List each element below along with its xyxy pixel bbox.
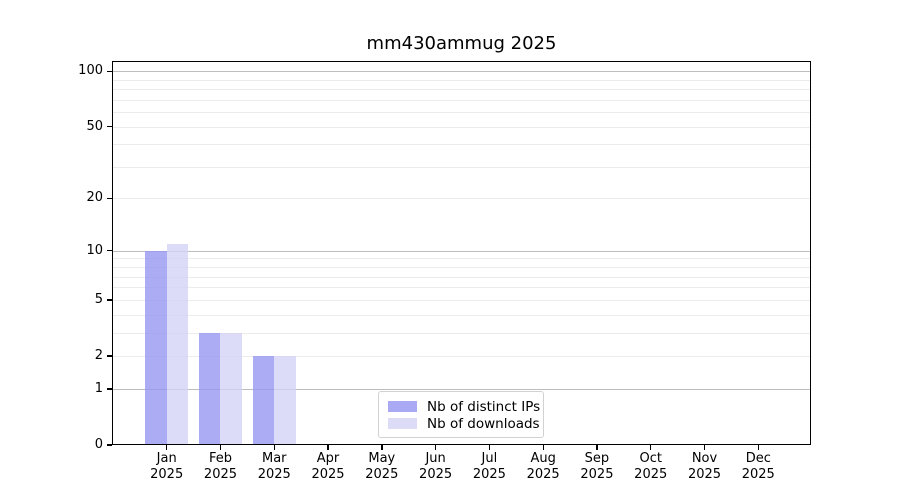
y-tick-mark <box>106 355 112 357</box>
x-tick-mark <box>166 445 168 450</box>
x-tick-mark <box>650 445 652 450</box>
y-tick-mark <box>106 388 112 390</box>
x-tick-mark <box>542 445 544 450</box>
bar-distinct-ips-Jan <box>145 250 167 445</box>
y-tick-label: 20 <box>86 190 103 206</box>
gridline-minor <box>112 258 811 260</box>
y-tick-mark <box>106 70 112 72</box>
gridline-minor <box>112 356 811 357</box>
gridline-minor <box>112 314 811 316</box>
y-tick-label: 0 <box>94 437 103 452</box>
bar-downloads-Feb <box>220 332 242 445</box>
legend-entry-downloads: Nb of downloads <box>388 415 543 432</box>
x-tick-label-jun: Jun 2025 <box>419 451 453 482</box>
bar-downloads-Mar <box>274 356 296 445</box>
gridline-major <box>112 250 811 252</box>
x-tick-mark <box>488 445 491 450</box>
gridline-minor <box>112 287 811 289</box>
x-tick-mark <box>327 445 329 450</box>
gridline-major <box>112 388 811 390</box>
bar-distinct-ips-Mar <box>252 356 275 445</box>
gridline-minor <box>112 267 811 269</box>
gridline-major <box>112 71 811 73</box>
x-tick-label-feb: Feb 2025 <box>203 451 238 482</box>
gridline-minor <box>112 112 811 114</box>
x-tick-label-sep: Sep 2025 <box>580 451 614 482</box>
x-tick-mark <box>757 445 759 450</box>
x-tick-mark <box>273 445 275 450</box>
y-tick-label: 2 <box>94 348 103 363</box>
x-tick-label-nov: Nov 2025 <box>687 451 722 482</box>
gridline-minor <box>112 89 811 91</box>
x-tick-label-dec: Dec 2025 <box>741 451 775 482</box>
gridline-minor <box>112 126 811 128</box>
x-tick-label-may: May 2025 <box>365 451 399 482</box>
gridline-minor <box>112 299 811 301</box>
x-tick-label-mar: Mar 2025 <box>257 451 291 482</box>
x-tick-mark <box>219 445 222 450</box>
plot-area <box>112 61 811 445</box>
y-tick-mark <box>106 250 112 252</box>
legend-entry-distinct-ips: Nb of distinct IPs <box>388 398 543 415</box>
y-tick-mark <box>106 299 112 301</box>
y-tick-label: 100 <box>78 63 103 79</box>
y-tick-label: 50 <box>86 118 103 134</box>
x-tick-mark <box>703 445 706 450</box>
x-tick-mark <box>435 445 437 450</box>
gridline-minor <box>112 144 811 146</box>
y-tick-label: 10 <box>86 242 103 258</box>
legend-swatch-downloads-icon <box>388 418 417 429</box>
y-tick-label: 1 <box>94 380 103 396</box>
gridline-minor <box>112 332 811 334</box>
gridline-minor <box>112 198 811 200</box>
gridline-minor <box>112 276 811 278</box>
legend-label-distinct-ips: Nb of distinct IPs <box>427 398 541 415</box>
y-tick-mark <box>106 125 112 128</box>
x-tick-label-jan: Jan 2025 <box>150 451 184 482</box>
x-tick-label-aug: Aug 2025 <box>526 451 560 482</box>
gridline-minor <box>112 166 811 168</box>
bar-downloads-Jan <box>166 243 189 445</box>
x-tick-label-oct: Oct 2025 <box>634 451 668 482</box>
y-tick-mark <box>106 444 112 446</box>
legend: Nb of distinct IPs Nb of downloads <box>378 391 544 438</box>
x-tick-label-jul: Jul 2025 <box>472 451 506 482</box>
chart-title: mm430ammug 2025 <box>366 33 557 54</box>
legend-swatch-distinct-ips-icon <box>388 401 417 412</box>
x-tick-mark <box>596 445 598 450</box>
x-tick-mark <box>381 445 383 450</box>
y-tick-mark <box>106 197 112 200</box>
y-tick-label: 5 <box>94 291 103 307</box>
gridline-minor <box>112 79 811 81</box>
legend-label-downloads: Nb of downloads <box>427 415 540 432</box>
x-tick-label-apr: Apr 2025 <box>311 451 345 482</box>
gridline-minor <box>112 99 811 101</box>
bar-distinct-ips-Feb <box>198 332 221 445</box>
